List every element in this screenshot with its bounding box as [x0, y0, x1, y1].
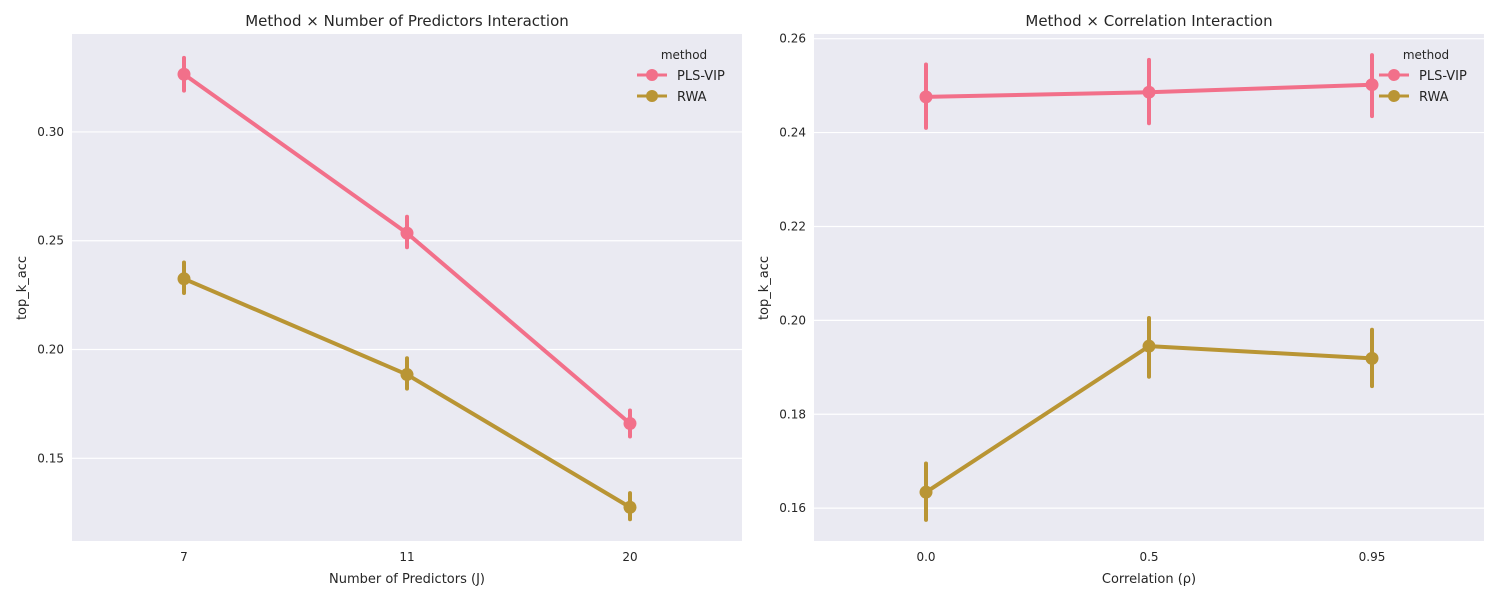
series-layer	[177, 55, 637, 522]
data-point	[1365, 78, 1379, 92]
y-tick-label: 0.20	[37, 343, 64, 357]
y-tick-label: 0.22	[779, 219, 806, 233]
x-tick-label: 7	[180, 550, 188, 564]
x-tick-label: 0.0	[916, 550, 935, 564]
legend[interactable]: method PLS-VIP RWA	[1379, 48, 1467, 105]
x-tick-labels: 7 11 20	[180, 550, 637, 564]
chart-correlation: 0.16 0.18 0.20 0.22 0.24 0.26 0.0 0.5 0.95 Meth…	[757, 12, 1484, 587]
x-tick-label: 0.5	[1139, 550, 1158, 564]
plot-area-bg	[72, 34, 742, 541]
chart-number-of-predictors: 0.15 0.20 0.25 0.30 7 11 20 Method × Number o…	[15, 12, 742, 587]
y-tick-label: 0.24	[779, 126, 806, 140]
data-point	[623, 500, 637, 514]
chart-title: Method × Number of Predictors Interactio…	[245, 12, 569, 30]
legend-swatch-marker	[1388, 69, 1400, 81]
legend-title: method	[1403, 48, 1449, 62]
legend-swatch-marker	[646, 69, 658, 81]
legend-label: PLS-VIP	[677, 69, 725, 84]
series-layer	[919, 53, 1379, 522]
legend-item-pls-vip[interactable]: PLS-VIP	[1379, 69, 1467, 84]
y-tick-label: 0.15	[37, 451, 64, 465]
x-tick-label: 0.95	[1359, 550, 1386, 564]
legend-label: RWA	[1419, 90, 1449, 105]
legend-item-rwa[interactable]: RWA	[637, 90, 707, 105]
legend-item-rwa[interactable]: RWA	[1379, 90, 1449, 105]
data-point	[1142, 85, 1156, 99]
legend-swatch-marker	[646, 90, 658, 102]
data-point	[177, 67, 191, 81]
chart-title: Method × Correlation Interaction	[1025, 12, 1272, 30]
legend-label: RWA	[677, 90, 707, 105]
y-tick-label: 0.25	[37, 234, 64, 248]
x-tick-label: 11	[399, 550, 414, 564]
legend-item-pls-vip[interactable]: PLS-VIP	[637, 69, 725, 84]
y-tick-label: 0.30	[37, 125, 64, 139]
data-point	[177, 272, 191, 286]
legend-label: PLS-VIP	[1419, 69, 1467, 84]
legend-swatch-marker	[1388, 90, 1400, 102]
y-tick-label: 0.20	[779, 313, 806, 327]
y-axis-label: top_k_acc	[15, 256, 30, 320]
y-tick-label: 0.26	[779, 32, 806, 46]
x-axis-label: Correlation (ρ)	[1102, 572, 1196, 587]
data-point	[623, 416, 637, 430]
data-point	[400, 226, 414, 240]
x-axis-label: Number of Predictors (J)	[329, 572, 485, 587]
data-point	[1365, 351, 1379, 365]
data-point	[919, 90, 933, 104]
x-tick-label: 20	[622, 550, 637, 564]
x-tick-labels: 0.0 0.5 0.95	[916, 550, 1385, 564]
y-tick-label: 0.16	[779, 501, 806, 515]
legend-title: method	[661, 48, 707, 62]
legend[interactable]: method PLS-VIP RWA	[637, 48, 725, 105]
y-axis-label: top_k_acc	[757, 256, 772, 320]
data-point	[400, 368, 414, 382]
y-tick-label: 0.18	[779, 407, 806, 421]
y-tick-labels: 0.16 0.18 0.20 0.22 0.24 0.26	[779, 32, 806, 515]
data-point	[919, 485, 933, 499]
y-tick-labels: 0.15 0.20 0.25 0.30	[37, 125, 64, 465]
data-point	[1142, 339, 1156, 353]
